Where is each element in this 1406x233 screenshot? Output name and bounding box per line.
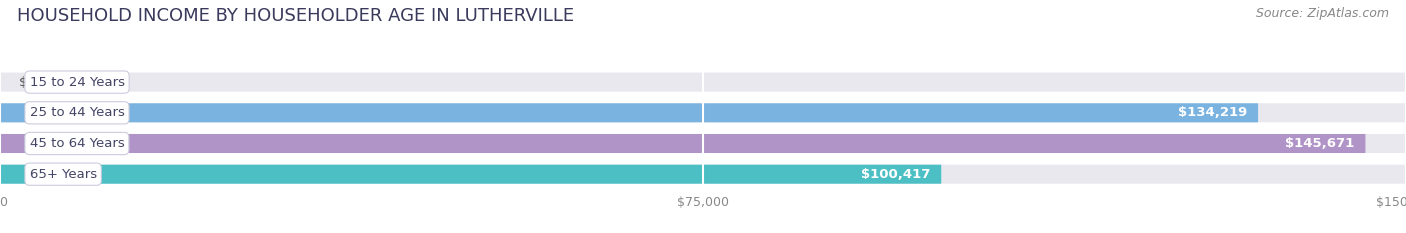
Text: Source: ZipAtlas.com: Source: ZipAtlas.com xyxy=(1256,7,1389,20)
Text: $134,219: $134,219 xyxy=(1178,106,1247,119)
Text: 65+ Years: 65+ Years xyxy=(30,168,97,181)
FancyBboxPatch shape xyxy=(0,165,1406,184)
Text: $100,417: $100,417 xyxy=(860,168,929,181)
Text: HOUSEHOLD INCOME BY HOUSEHOLDER AGE IN LUTHERVILLE: HOUSEHOLD INCOME BY HOUSEHOLDER AGE IN L… xyxy=(17,7,574,25)
FancyBboxPatch shape xyxy=(0,73,1406,92)
Text: 45 to 64 Years: 45 to 64 Years xyxy=(30,137,124,150)
Text: $0: $0 xyxy=(18,76,35,89)
FancyBboxPatch shape xyxy=(0,134,1365,153)
FancyBboxPatch shape xyxy=(0,103,1406,122)
Text: 15 to 24 Years: 15 to 24 Years xyxy=(30,76,125,89)
FancyBboxPatch shape xyxy=(0,103,1258,122)
Text: 25 to 44 Years: 25 to 44 Years xyxy=(30,106,124,119)
FancyBboxPatch shape xyxy=(0,134,1406,153)
FancyBboxPatch shape xyxy=(0,165,941,184)
Text: $145,671: $145,671 xyxy=(1285,137,1354,150)
